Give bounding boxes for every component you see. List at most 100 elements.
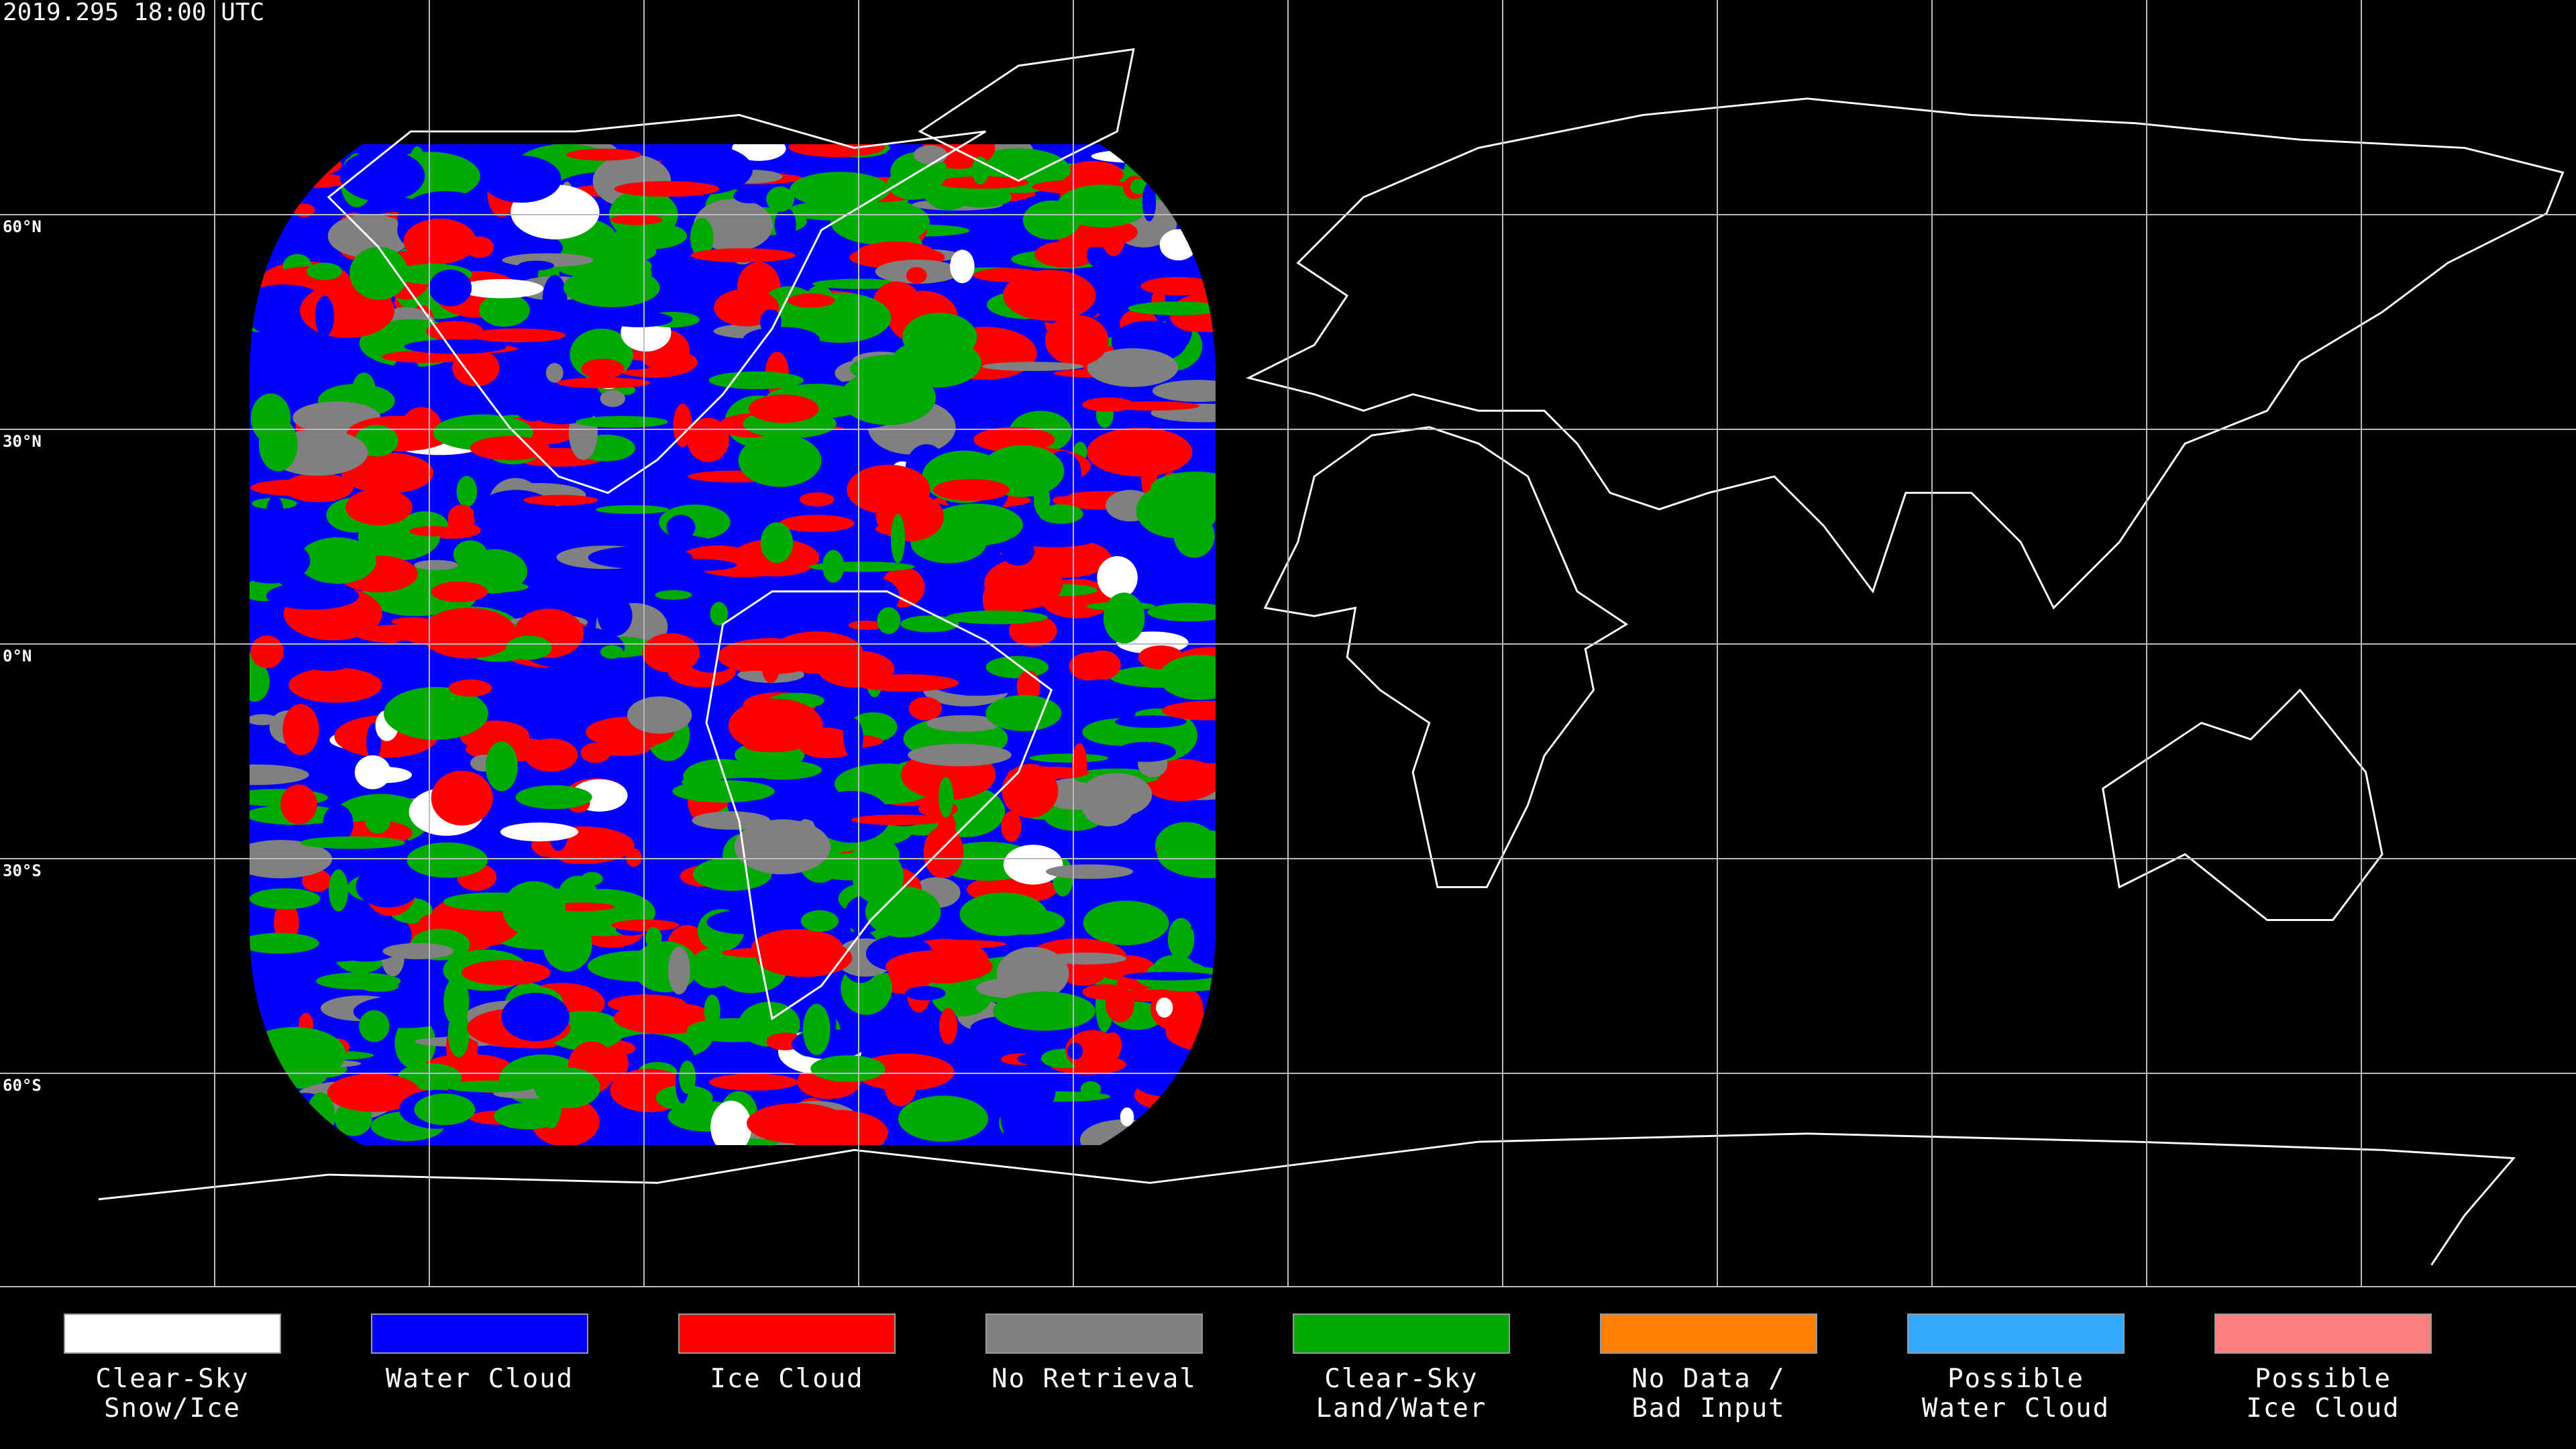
cloud-patch [984,558,1063,610]
cloud-patch [1191,923,1210,932]
cloud-patch [933,478,1010,501]
legend-label: Possible [1947,1364,2084,1394]
cloud-patch [459,278,544,299]
cloud-patch [706,910,778,934]
cloud-patch [494,1102,560,1130]
cloud-patch [359,1010,390,1042]
cloud-patch [774,207,796,242]
cloud-patch [596,505,669,515]
cloud-patch [1124,809,1150,845]
cloud-patch [501,992,570,1042]
cloud-patch [690,248,796,263]
cloud-patch [899,649,920,679]
cloud-patch [1116,741,1177,762]
cloud-patch [581,871,603,885]
cloud-patch [414,1093,476,1126]
legend-swatch [371,1313,588,1354]
graticule [0,0,2576,1287]
legend-swatch [2214,1313,2432,1354]
cloud-patch [704,994,720,1027]
cloud-patch [611,919,680,931]
cloud-patch [1142,182,1157,222]
cloud-patch [1067,1042,1083,1060]
cloud-patch [420,607,517,659]
cloud-patch [404,339,506,354]
cloud-patch [885,950,993,983]
cloud-patch [426,321,484,341]
cloud-patch [1016,670,1040,702]
cloud-patch [250,661,270,702]
coastline [1263,426,1629,888]
cloud-patch [1065,1030,1120,1071]
cloud-patch [534,1067,600,1109]
cloud-patch [1157,830,1216,879]
cloud-patch [1008,766,1089,780]
cloud-patch [1136,483,1216,539]
cloud-patch [987,908,1065,935]
latitude-label: 30°N [3,432,42,451]
cloud-patch [708,1073,798,1091]
cloud-field [250,144,1216,1145]
cloud-patch [1057,184,1148,227]
cloud-patch [1147,602,1216,622]
cloud-patch [469,328,566,343]
cloud-patch [542,274,568,327]
cloud-patch [341,452,434,494]
cloud-patch [600,645,624,659]
cloud-patch [258,417,298,472]
cloud-patch [625,848,642,867]
cloud-patch [790,172,890,208]
legend-label: Snow/Ice [104,1393,241,1424]
coastline [918,48,1135,182]
cloud-patch [1128,301,1216,315]
cloud-patch [877,607,901,635]
cloud-patch [848,621,883,630]
cloud-patch [390,358,422,397]
cloud-patch [1084,650,1121,680]
cloud-patch [266,496,284,527]
cloud-patch [250,888,321,910]
cloud-patch [1087,427,1193,477]
legend-label: Land/Water [1316,1393,1487,1424]
cloud-patch [760,522,794,564]
cloud-patch [431,770,493,826]
cloud-patch [812,791,890,843]
cloud-patch [1083,900,1169,946]
cloud-patch [282,473,354,502]
cloud-patch [316,972,401,990]
coastline [1246,97,2565,610]
cloud-patch [973,427,1055,453]
cloud-patch [667,946,690,995]
legend-swatch [64,1313,281,1354]
legend-label: No Data / [1631,1364,1785,1394]
cloud-patch [1162,700,1216,720]
cloud-patch [1001,811,1022,842]
cloud-patch [996,947,1069,1001]
cloud-patch [1121,706,1136,719]
cloud-patch [581,358,625,380]
cloud-patch [250,932,319,954]
cloud-patch [1103,592,1145,644]
cloud-patch [594,741,651,756]
cloud-patch [443,977,470,1026]
cloud-patch [500,822,579,842]
cloud-patch [563,268,660,307]
cloud-patch [352,372,376,409]
cloud-patch [985,655,1049,679]
legend-label: No Retrieval [991,1364,1197,1394]
cloud-patch [1034,241,1097,268]
cloud-patch [1080,773,1152,817]
cloud-patch [566,148,641,161]
cloud-patch [414,559,459,570]
coastline [327,113,987,494]
cloud-patch [1044,315,1109,366]
cloud-patch [627,696,692,734]
legend-label: Clear-Sky [1324,1364,1478,1394]
cloud-patch [938,777,954,818]
legend-swatch [678,1313,896,1354]
cloud-patch [738,434,822,487]
cloud-patch [406,704,471,736]
cloud-patch [788,144,885,158]
cloud-patch [788,293,835,308]
